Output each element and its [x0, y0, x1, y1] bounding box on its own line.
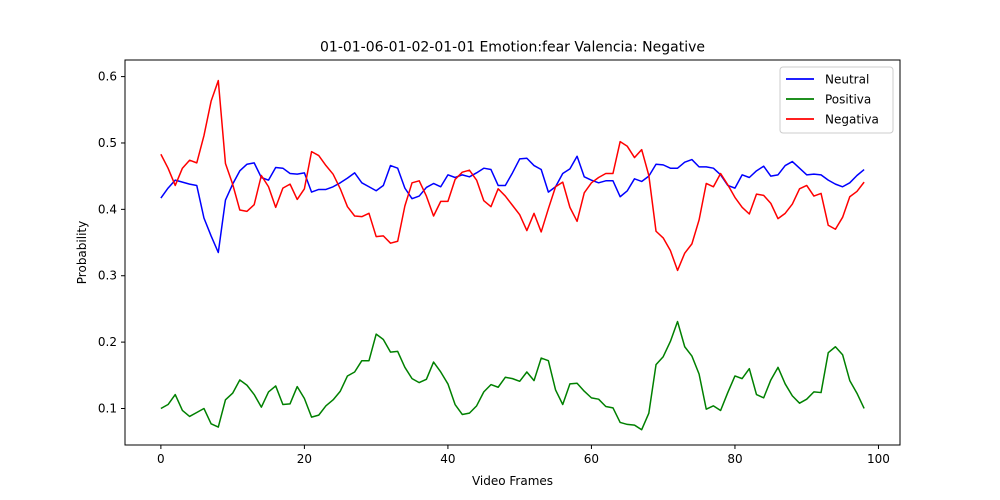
x-tick-label: 20	[297, 452, 312, 466]
y-axis-label: Probability	[75, 221, 89, 284]
legend-box	[779, 66, 894, 134]
series-line-negativa	[160, 79, 865, 272]
x-tick-label: 60	[584, 452, 599, 466]
chart-title: 01-01-06-01-02-01-01 Emotion:fear Valenc…	[320, 40, 705, 56]
legend-label-negativa: Negativa	[825, 113, 879, 127]
x-tick-label: 40	[440, 452, 455, 466]
x-tick-label: 0	[157, 452, 165, 466]
x-axis: 0 20 40 60 80 100	[157, 445, 890, 466]
x-tick-label: 100	[867, 452, 890, 466]
y-tick-label: 0.1	[98, 401, 117, 415]
y-tick-label: 0.6	[98, 70, 117, 84]
series-line-positiva	[160, 320, 865, 431]
series-line-neutral	[160, 155, 865, 254]
y-tick-label: 0.3	[98, 269, 117, 283]
y-tick-label: 0.2	[98, 335, 117, 349]
x-axis-label: Video Frames	[472, 474, 553, 488]
x-tick-label: 80	[727, 452, 742, 466]
plot-area	[160, 79, 865, 431]
legend-label-positiva: Positiva	[825, 93, 871, 107]
y-tick-label: 0.5	[98, 136, 117, 150]
axes-frame	[124, 59, 901, 446]
legend-label-neutral: Neutral	[825, 73, 869, 87]
y-tick-label: 0.4	[98, 202, 117, 216]
legend: Neutral Positiva Negativa	[779, 66, 894, 134]
y-axis: 0.1 0.2 0.3 0.4 0.5 0.6	[98, 70, 125, 415]
